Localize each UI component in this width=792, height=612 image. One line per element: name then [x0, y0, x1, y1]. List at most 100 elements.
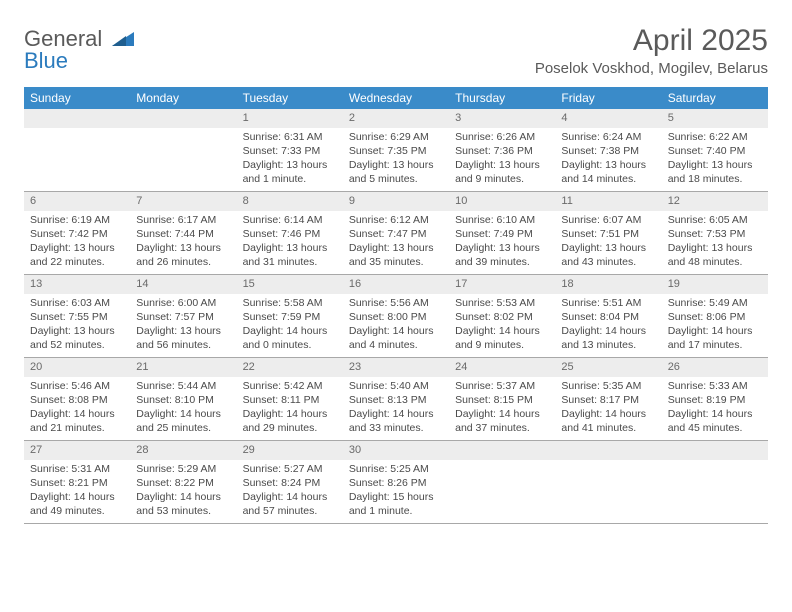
- sunset-text: Sunset: 8:21 PM: [30, 476, 124, 490]
- day-number: 17: [449, 275, 555, 294]
- calendar-grid: SundayMondayTuesdayWednesdayThursdayFrid…: [24, 87, 768, 524]
- daylight-text: Daylight: 13 hours and 14 minutes.: [561, 158, 655, 186]
- daylight-text: Daylight: 14 hours and 33 minutes.: [349, 407, 443, 435]
- day-body: Sunrise: 5:27 AMSunset: 8:24 PMDaylight:…: [237, 460, 343, 523]
- calendar-day-cell: 16Sunrise: 5:56 AMSunset: 8:00 PMDayligh…: [343, 275, 449, 357]
- calendar-day-cell: 10Sunrise: 6:10 AMSunset: 7:49 PMDayligh…: [449, 192, 555, 274]
- sunset-text: Sunset: 8:08 PM: [30, 393, 124, 407]
- weekday-header-row: SundayMondayTuesdayWednesdayThursdayFrid…: [24, 87, 768, 109]
- sunrise-text: Sunrise: 5:58 AM: [243, 296, 337, 310]
- day-number: 26: [662, 358, 768, 377]
- sunset-text: Sunset: 7:49 PM: [455, 227, 549, 241]
- calendar-day-cell: 24Sunrise: 5:37 AMSunset: 8:15 PMDayligh…: [449, 358, 555, 440]
- daylight-text: Daylight: 14 hours and 45 minutes.: [668, 407, 762, 435]
- daylight-text: Daylight: 13 hours and 31 minutes.: [243, 241, 337, 269]
- sunset-text: Sunset: 8:22 PM: [136, 476, 230, 490]
- daylight-text: Daylight: 14 hours and 29 minutes.: [243, 407, 337, 435]
- sunset-text: Sunset: 7:51 PM: [561, 227, 655, 241]
- calendar-empty-cell: [130, 109, 236, 191]
- calendar-day-cell: 28Sunrise: 5:29 AMSunset: 8:22 PMDayligh…: [130, 441, 236, 523]
- day-number: 2: [343, 109, 449, 128]
- day-body: Sunrise: 6:14 AMSunset: 7:46 PMDaylight:…: [237, 211, 343, 274]
- day-number: 15: [237, 275, 343, 294]
- sunrise-text: Sunrise: 6:22 AM: [668, 130, 762, 144]
- calendar-day-cell: 2Sunrise: 6:29 AMSunset: 7:35 PMDaylight…: [343, 109, 449, 191]
- day-body: Sunrise: 6:31 AMSunset: 7:33 PMDaylight:…: [237, 128, 343, 191]
- sunrise-text: Sunrise: 5:40 AM: [349, 379, 443, 393]
- day-body: Sunrise: 5:35 AMSunset: 8:17 PMDaylight:…: [555, 377, 661, 440]
- day-number: 12: [662, 192, 768, 211]
- sunrise-text: Sunrise: 5:37 AM: [455, 379, 549, 393]
- calendar-week-row: 27Sunrise: 5:31 AMSunset: 8:21 PMDayligh…: [24, 441, 768, 524]
- day-number: 25: [555, 358, 661, 377]
- day-body: Sunrise: 5:25 AMSunset: 8:26 PMDaylight:…: [343, 460, 449, 523]
- calendar-week-row: 20Sunrise: 5:46 AMSunset: 8:08 PMDayligh…: [24, 358, 768, 441]
- sunrise-text: Sunrise: 5:27 AM: [243, 462, 337, 476]
- day-number: 21: [130, 358, 236, 377]
- calendar-day-cell: 11Sunrise: 6:07 AMSunset: 7:51 PMDayligh…: [555, 192, 661, 274]
- calendar-day-cell: 20Sunrise: 5:46 AMSunset: 8:08 PMDayligh…: [24, 358, 130, 440]
- sunset-text: Sunset: 7:38 PM: [561, 144, 655, 158]
- day-body: Sunrise: 6:10 AMSunset: 7:49 PMDaylight:…: [449, 211, 555, 274]
- weekday-header-cell: Monday: [130, 87, 236, 109]
- day-body: Sunrise: 5:31 AMSunset: 8:21 PMDaylight:…: [24, 460, 130, 523]
- daylight-text: Daylight: 14 hours and 4 minutes.: [349, 324, 443, 352]
- daylight-text: Daylight: 13 hours and 48 minutes.: [668, 241, 762, 269]
- daylight-text: Daylight: 13 hours and 22 minutes.: [30, 241, 124, 269]
- sunrise-text: Sunrise: 6:17 AM: [136, 213, 230, 227]
- day-body: Sunrise: 5:42 AMSunset: 8:11 PMDaylight:…: [237, 377, 343, 440]
- daylight-text: Daylight: 13 hours and 43 minutes.: [561, 241, 655, 269]
- day-body: Sunrise: 5:53 AMSunset: 8:02 PMDaylight:…: [449, 294, 555, 357]
- calendar-day-cell: 19Sunrise: 5:49 AMSunset: 8:06 PMDayligh…: [662, 275, 768, 357]
- location-label: Poselok Voskhod, Mogilev, Belarus: [535, 60, 768, 77]
- day-number-empty: [555, 441, 661, 460]
- brand-logo-text: General Blue: [24, 28, 134, 72]
- calendar-empty-cell: [24, 109, 130, 191]
- sunset-text: Sunset: 8:13 PM: [349, 393, 443, 407]
- day-number: 8: [237, 192, 343, 211]
- day-number: 11: [555, 192, 661, 211]
- day-number: 28: [130, 441, 236, 460]
- day-body: Sunrise: 6:24 AMSunset: 7:38 PMDaylight:…: [555, 128, 661, 191]
- calendar-day-cell: 26Sunrise: 5:33 AMSunset: 8:19 PMDayligh…: [662, 358, 768, 440]
- day-number: 1: [237, 109, 343, 128]
- day-body: Sunrise: 6:07 AMSunset: 7:51 PMDaylight:…: [555, 211, 661, 274]
- sunset-text: Sunset: 8:11 PM: [243, 393, 337, 407]
- calendar-empty-cell: [662, 441, 768, 523]
- day-number: 22: [237, 358, 343, 377]
- sunrise-text: Sunrise: 5:35 AM: [561, 379, 655, 393]
- sunrise-text: Sunrise: 6:14 AM: [243, 213, 337, 227]
- day-number: 13: [24, 275, 130, 294]
- calendar-week-row: 1Sunrise: 6:31 AMSunset: 7:33 PMDaylight…: [24, 109, 768, 192]
- calendar-day-cell: 14Sunrise: 6:00 AMSunset: 7:57 PMDayligh…: [130, 275, 236, 357]
- sunrise-text: Sunrise: 6:07 AM: [561, 213, 655, 227]
- calendar-page: General Blue April 2025 Poselok Voskhod,…: [0, 0, 792, 524]
- calendar-day-cell: 12Sunrise: 6:05 AMSunset: 7:53 PMDayligh…: [662, 192, 768, 274]
- sunset-text: Sunset: 8:26 PM: [349, 476, 443, 490]
- calendar-day-cell: 27Sunrise: 5:31 AMSunset: 8:21 PMDayligh…: [24, 441, 130, 523]
- sunrise-text: Sunrise: 6:00 AM: [136, 296, 230, 310]
- day-number: 30: [343, 441, 449, 460]
- calendar-day-cell: 21Sunrise: 5:44 AMSunset: 8:10 PMDayligh…: [130, 358, 236, 440]
- sunrise-text: Sunrise: 5:25 AM: [349, 462, 443, 476]
- day-body: Sunrise: 5:40 AMSunset: 8:13 PMDaylight:…: [343, 377, 449, 440]
- calendar-day-cell: 30Sunrise: 5:25 AMSunset: 8:26 PMDayligh…: [343, 441, 449, 523]
- sunset-text: Sunset: 8:02 PM: [455, 310, 549, 324]
- calendar-day-cell: 5Sunrise: 6:22 AMSunset: 7:40 PMDaylight…: [662, 109, 768, 191]
- sunrise-text: Sunrise: 5:33 AM: [668, 379, 762, 393]
- sunrise-text: Sunrise: 6:03 AM: [30, 296, 124, 310]
- sunrise-text: Sunrise: 6:24 AM: [561, 130, 655, 144]
- day-number: 23: [343, 358, 449, 377]
- sunset-text: Sunset: 8:15 PM: [455, 393, 549, 407]
- weekday-header-cell: Sunday: [24, 87, 130, 109]
- calendar-day-cell: 7Sunrise: 6:17 AMSunset: 7:44 PMDaylight…: [130, 192, 236, 274]
- day-number: 3: [449, 109, 555, 128]
- weekday-header-cell: Thursday: [449, 87, 555, 109]
- day-body: Sunrise: 5:58 AMSunset: 7:59 PMDaylight:…: [237, 294, 343, 357]
- sunset-text: Sunset: 7:47 PM: [349, 227, 443, 241]
- day-number: 4: [555, 109, 661, 128]
- sunset-text: Sunset: 7:44 PM: [136, 227, 230, 241]
- sunset-text: Sunset: 7:57 PM: [136, 310, 230, 324]
- sunrise-text: Sunrise: 6:26 AM: [455, 130, 549, 144]
- day-number-empty: [449, 441, 555, 460]
